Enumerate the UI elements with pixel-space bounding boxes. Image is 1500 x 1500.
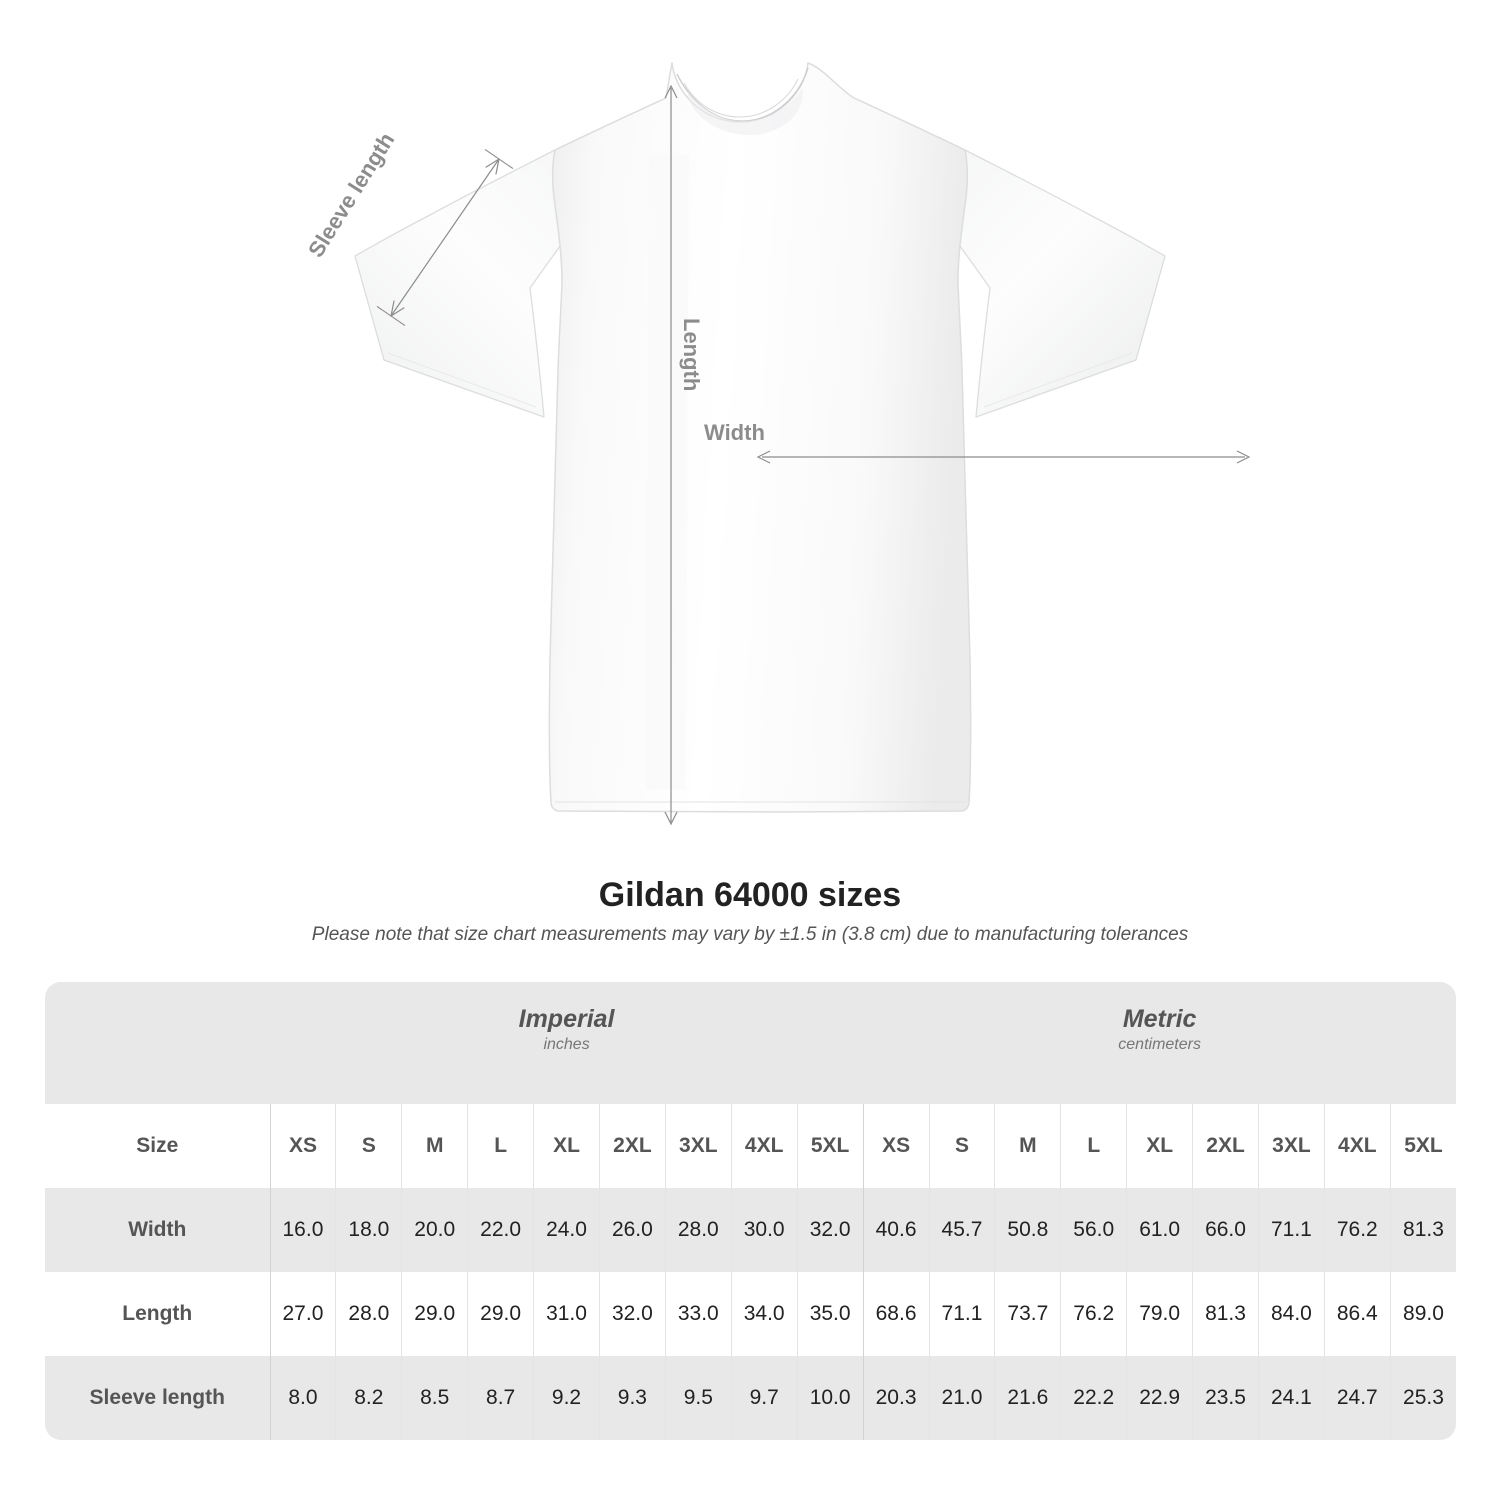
svg-text:Sleeve length: Sleeve length [303,128,399,262]
svg-text:Width: Width [704,420,765,445]
svg-text:Length: Length [679,318,704,391]
